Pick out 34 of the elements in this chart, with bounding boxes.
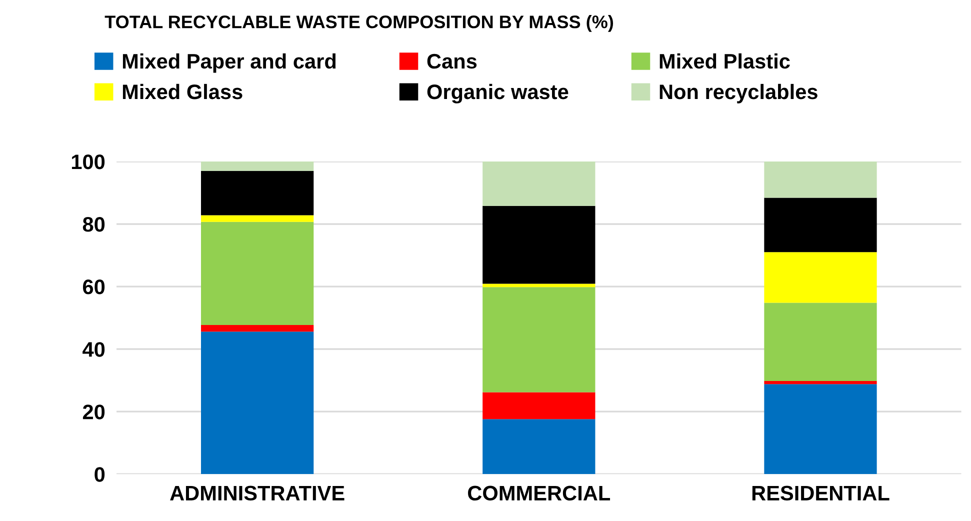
bar (764, 252, 877, 303)
bar (482, 284, 596, 288)
x-tick-label: ADMINISTRATIVE (170, 486, 344, 501)
legend-label: Mixed Glass (122, 84, 242, 100)
bar (482, 287, 596, 392)
legend-label: Non recyclables (660, 84, 818, 104)
x-tick-label: RESIDENTIAL (752, 486, 890, 501)
bar (200, 170, 314, 216)
y-tick-label: 80 (82, 217, 105, 232)
bar (764, 162, 877, 198)
bar (482, 392, 596, 420)
y-tick-label: 0 (94, 467, 105, 482)
x-tick-label: COMMERCIAL (468, 486, 610, 501)
legend-label: Organic waste (427, 84, 568, 104)
y-tick-label: 100 (72, 154, 105, 170)
bar (764, 380, 877, 384)
bar (200, 222, 314, 325)
bar (764, 302, 877, 381)
bar (482, 206, 596, 284)
bar (200, 215, 314, 222)
y-tick-label: 40 (82, 342, 105, 357)
legend-label: Mixed Paper and card (122, 53, 336, 73)
bar (764, 198, 877, 252)
bar (482, 162, 596, 206)
bar (764, 384, 877, 474)
bar (482, 419, 596, 474)
bar (200, 162, 314, 171)
bar (200, 332, 314, 474)
y-tick-label: 60 (83, 280, 105, 294)
legend-label: Cans (427, 54, 477, 69)
chart-title: TOTAL RECYCLABLE WASTE COMPOSITION BY MASS (%) (104, 15, 614, 32)
legend-label: Mixed Plastic (660, 53, 790, 69)
bar (200, 325, 314, 332)
y-tick-label: 20 (82, 404, 105, 420)
